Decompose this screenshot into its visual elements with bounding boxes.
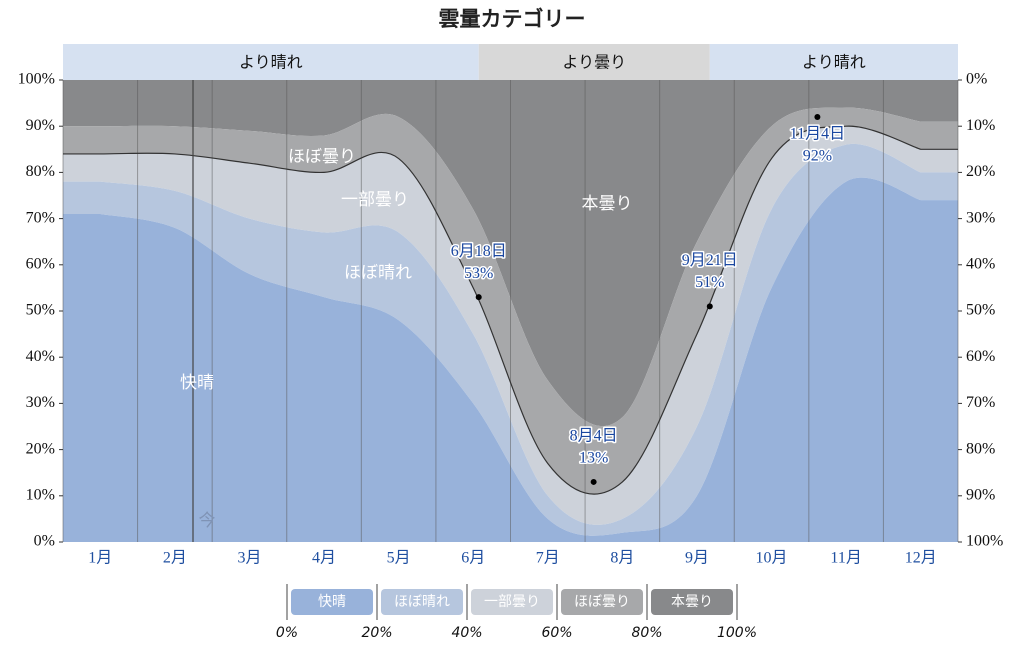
legend-swatch xyxy=(651,589,733,615)
area-label: ほぼ晴れ xyxy=(344,263,412,283)
legend-tick-label: 80% xyxy=(631,625,662,641)
legend-tick-label: 60% xyxy=(541,625,572,641)
y2-tick-label: 10% xyxy=(966,117,995,134)
band xyxy=(478,44,710,80)
line xyxy=(63,125,958,495)
y2-tick-label: 60% xyxy=(966,348,995,365)
chart-title: 雲量カテゴリー xyxy=(439,7,586,31)
area-label: 一部曇り xyxy=(341,190,409,210)
y-tick-label: 70% xyxy=(26,209,55,226)
x-tick-label: 8月 xyxy=(610,550,634,567)
band-label: より晴れ xyxy=(802,53,866,72)
legend-label: 快晴 xyxy=(318,594,346,610)
x-tick-label: 9月 xyxy=(685,550,709,567)
x-tick-label: 12月 xyxy=(905,550,937,567)
x-tick-label: 5月 xyxy=(387,550,411,567)
annotation-date: 6月18日 xyxy=(451,243,507,260)
x-tick-label: 1月 xyxy=(88,550,112,567)
annotation-date: 8月4日 xyxy=(570,428,618,445)
y-tick-label: 80% xyxy=(26,163,55,180)
y2-tick-label: 40% xyxy=(966,255,995,272)
legend-label: ほぼ晴れ xyxy=(394,594,450,610)
y-tick-label: 20% xyxy=(26,440,55,457)
y-tick-label: 60% xyxy=(26,255,55,272)
area-label: ほぼ曇り xyxy=(288,147,356,167)
legend-swatch xyxy=(471,589,553,615)
legend-tick-label: 20% xyxy=(361,625,392,641)
legend-tick-label: 40% xyxy=(451,625,482,641)
band xyxy=(63,44,479,80)
band-label: より晴れ xyxy=(239,53,303,72)
legend-label: 本曇り xyxy=(671,594,713,610)
area-label: 本曇り xyxy=(582,194,633,214)
annotation-date: 11月4日 xyxy=(790,126,845,143)
annotation-point xyxy=(590,478,597,485)
legend-tick-label: 0% xyxy=(276,625,298,641)
x-tick-label: 2月 xyxy=(163,550,187,567)
y-tick-label: 40% xyxy=(26,348,55,365)
annotation-date: 9月21日 xyxy=(682,252,738,269)
y-tick-label: 90% xyxy=(26,117,55,134)
y2-tick-label: 30% xyxy=(966,209,995,226)
y2-tick-label: 90% xyxy=(966,486,995,503)
y-tick-label: 0% xyxy=(34,533,55,550)
annotation-value: 53% xyxy=(464,265,493,282)
x-tick-label: 6月 xyxy=(461,550,485,567)
legend-label: ほぼ曇り xyxy=(574,594,630,610)
band xyxy=(709,44,958,80)
y2-tick-label: 80% xyxy=(966,440,995,457)
x-tick-label: 4月 xyxy=(312,550,336,567)
x-tick-label: 10月 xyxy=(756,550,788,567)
y-tick-label: 30% xyxy=(26,394,55,411)
legend-swatch xyxy=(561,589,643,615)
y-tick-label: 100% xyxy=(18,71,55,88)
y2-tick-label: 20% xyxy=(966,163,995,180)
x-tick-label: 11月 xyxy=(830,550,861,567)
annotation-point xyxy=(706,303,713,310)
now-label: 今 xyxy=(199,511,216,531)
annotation-value: 92% xyxy=(803,148,832,165)
y-tick-label: 10% xyxy=(26,486,55,503)
x-tick-label: 7月 xyxy=(536,550,560,567)
y2-tick-label: 50% xyxy=(966,302,995,319)
area-label: 快晴 xyxy=(180,373,214,393)
legend-label: 一部曇り xyxy=(484,594,540,610)
y-tick-label: 50% xyxy=(26,302,55,319)
annotation-point xyxy=(475,294,482,301)
legend-tick-label: 100% xyxy=(717,625,757,641)
legend-swatch xyxy=(291,589,373,615)
band-label: より曇り xyxy=(562,53,626,72)
legend-swatch xyxy=(381,589,463,615)
y2-tick-label: 70% xyxy=(966,394,995,411)
annotation-value: 51% xyxy=(695,274,724,291)
y2-tick-label: 100% xyxy=(966,533,1003,550)
x-tick-label: 3月 xyxy=(237,550,261,567)
y2-tick-label: 0% xyxy=(966,71,987,88)
annotation-point xyxy=(814,113,821,120)
annotation-value: 13% xyxy=(579,450,608,467)
